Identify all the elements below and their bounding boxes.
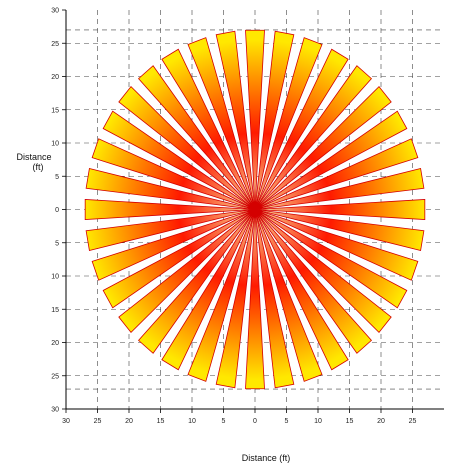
beam-5 xyxy=(254,65,373,210)
y-tick-label: 15 xyxy=(51,107,59,114)
beam-group xyxy=(84,29,426,390)
y-tick-label: 25 xyxy=(51,41,59,48)
beam-28 xyxy=(254,209,295,389)
beam-0 xyxy=(254,199,426,220)
beam-25 xyxy=(187,209,256,382)
x-tick-label: 25 xyxy=(409,418,417,425)
beam-14 xyxy=(118,85,256,210)
beam-21 xyxy=(102,209,256,309)
beam-8 xyxy=(254,30,295,210)
beam-7 xyxy=(254,37,323,210)
beam-13 xyxy=(137,65,256,210)
beam-12 xyxy=(161,48,256,210)
y-axis-label-line1: Distance xyxy=(16,152,51,162)
beam-10 xyxy=(215,30,256,210)
beam-20 xyxy=(91,209,256,281)
x-tick-label: 5 xyxy=(222,418,226,425)
y-tick-label: 20 xyxy=(51,340,59,347)
beam-31 xyxy=(254,209,373,354)
y-tick-label: 10 xyxy=(51,274,59,281)
x-tick-label: 15 xyxy=(157,418,165,425)
y-tick-label: 0 xyxy=(55,207,59,214)
beam-29 xyxy=(254,209,323,382)
beam-35 xyxy=(254,209,425,251)
beam-1 xyxy=(254,168,425,210)
x-tick-label: 0 xyxy=(253,418,257,425)
y-tick-label: 30 xyxy=(51,407,59,414)
x-tick-label: 10 xyxy=(314,418,322,425)
y-axis-label-line2: (ft) xyxy=(33,162,44,172)
beam-15 xyxy=(102,110,256,210)
beam-26 xyxy=(215,209,256,389)
beam-34 xyxy=(254,209,419,281)
y-tick-label: 5 xyxy=(55,174,59,181)
x-tick-label: 10 xyxy=(188,418,196,425)
y-tick-label: 10 xyxy=(51,141,59,148)
beam-33 xyxy=(254,209,408,309)
y-tick-label: 30 xyxy=(51,8,59,15)
y-tick-label: 20 xyxy=(51,74,59,81)
x-tick-label: 20 xyxy=(125,418,133,425)
beam-27 xyxy=(245,209,265,390)
x-tick-label: 5 xyxy=(285,418,289,425)
x-tick-label: 30 xyxy=(62,418,70,425)
beam-2 xyxy=(254,138,419,210)
beam-6 xyxy=(254,48,349,210)
beam-9 xyxy=(245,29,265,210)
beam-23 xyxy=(137,209,256,354)
beam-19 xyxy=(85,209,256,251)
beam-3 xyxy=(254,110,408,210)
beam-16 xyxy=(91,138,256,210)
beam-30 xyxy=(254,209,349,371)
beam-11 xyxy=(187,37,256,210)
y-tick-label: 25 xyxy=(51,373,59,380)
beam-4 xyxy=(254,85,392,210)
y-tick-label: 15 xyxy=(51,307,59,314)
y-tick-label: 5 xyxy=(55,240,59,247)
beam-32 xyxy=(254,209,392,334)
beam-24 xyxy=(161,209,256,371)
beam-18 xyxy=(84,199,256,220)
beam-22 xyxy=(118,209,256,334)
x-tick-label: 20 xyxy=(377,418,385,425)
beam-17 xyxy=(85,168,256,210)
x-tick-label: 25 xyxy=(94,418,102,425)
axes xyxy=(62,9,444,413)
x-axis-label: Distance (ft) xyxy=(242,453,291,463)
x-tick-label: 15 xyxy=(346,418,354,425)
